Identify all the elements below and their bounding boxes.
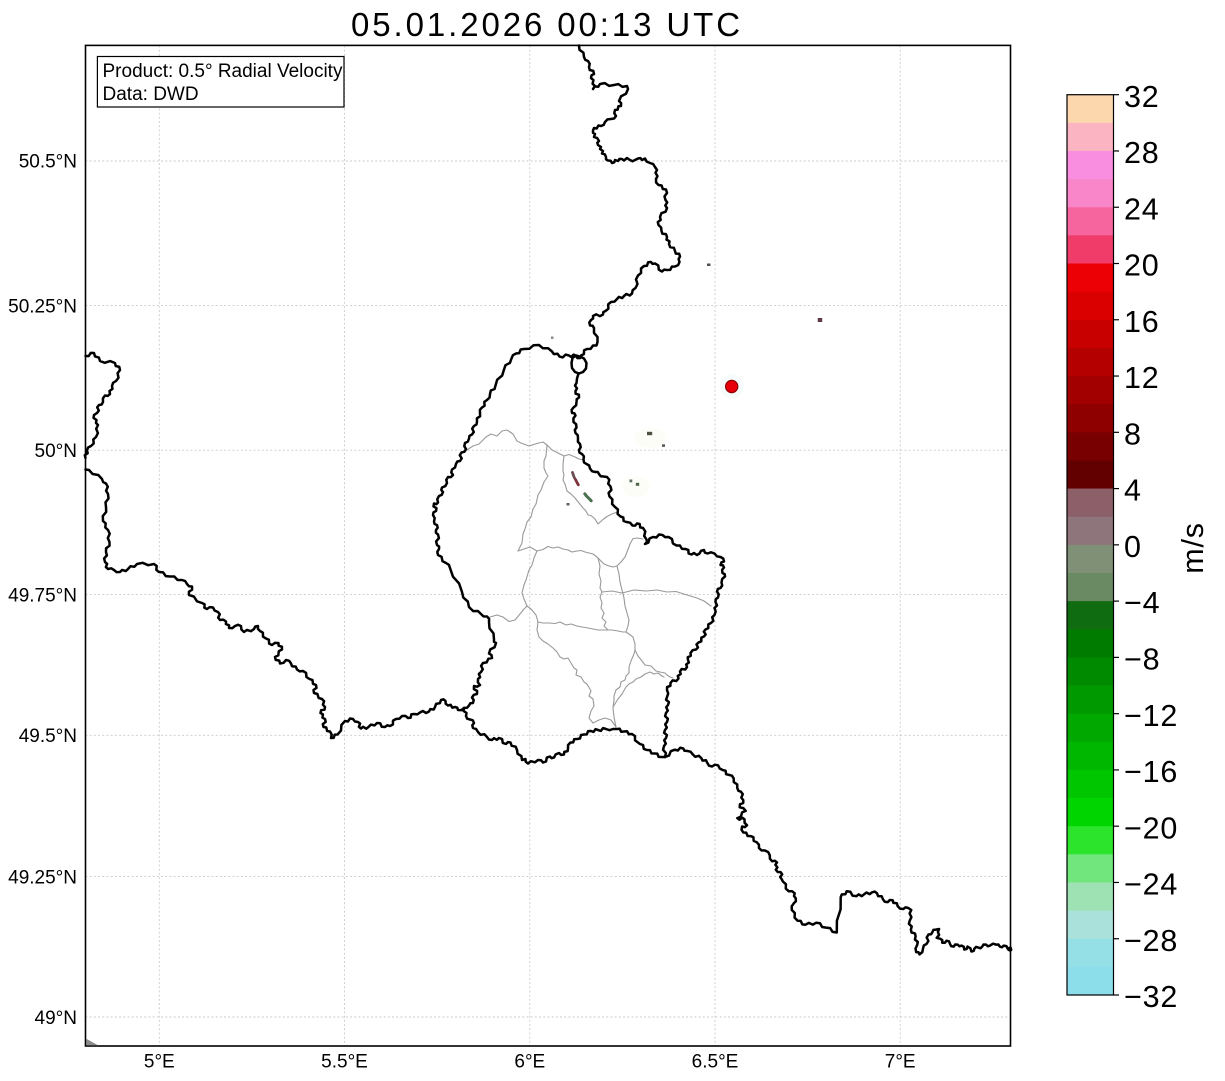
svg-text:5.5°E: 5.5°E (321, 1052, 368, 1073)
svg-text:05.01.2026 00:13 UTC: 05.01.2026 00:13 UTC (351, 6, 743, 43)
svg-text:24: 24 (1124, 192, 1160, 226)
svg-text:8: 8 (1124, 417, 1142, 451)
svg-text:49.25°N: 49.25°N (8, 868, 77, 889)
svg-text:−20: −20 (1124, 811, 1178, 845)
svg-text:49.75°N: 49.75°N (8, 585, 77, 606)
svg-text:5°E: 5°E (144, 1052, 175, 1073)
svg-text:−16: −16 (1124, 755, 1178, 789)
svg-text:16: 16 (1124, 305, 1160, 339)
svg-text:28: 28 (1124, 136, 1160, 170)
svg-text:m/s: m/s (1176, 522, 1210, 574)
svg-text:−24: −24 (1124, 868, 1178, 902)
svg-text:6.5°E: 6.5°E (692, 1052, 739, 1073)
svg-text:12: 12 (1124, 361, 1160, 395)
svg-text:−8: −8 (1124, 642, 1160, 676)
svg-text:−12: −12 (1124, 699, 1178, 733)
svg-text:Data: DWD: Data: DWD (103, 84, 199, 105)
svg-text:−32: −32 (1124, 980, 1178, 1014)
svg-text:−28: −28 (1124, 924, 1178, 958)
svg-text:7°E: 7°E (885, 1052, 916, 1073)
svg-text:4: 4 (1124, 474, 1142, 508)
svg-text:50°N: 50°N (35, 441, 77, 462)
svg-text:50.5°N: 50.5°N (19, 152, 77, 173)
svg-text:20: 20 (1124, 249, 1160, 283)
svg-text:6°E: 6°E (514, 1052, 545, 1073)
svg-text:50.25°N: 50.25°N (8, 297, 77, 318)
svg-text:−4: −4 (1124, 586, 1160, 620)
svg-text:0: 0 (1124, 530, 1142, 564)
svg-text:49°N: 49°N (35, 1008, 77, 1029)
svg-text:49.5°N: 49.5°N (19, 726, 77, 747)
svg-text:Product: 0.5° Radial Velocity: Product: 0.5° Radial Velocity (103, 61, 343, 82)
svg-text:32: 32 (1124, 80, 1160, 114)
